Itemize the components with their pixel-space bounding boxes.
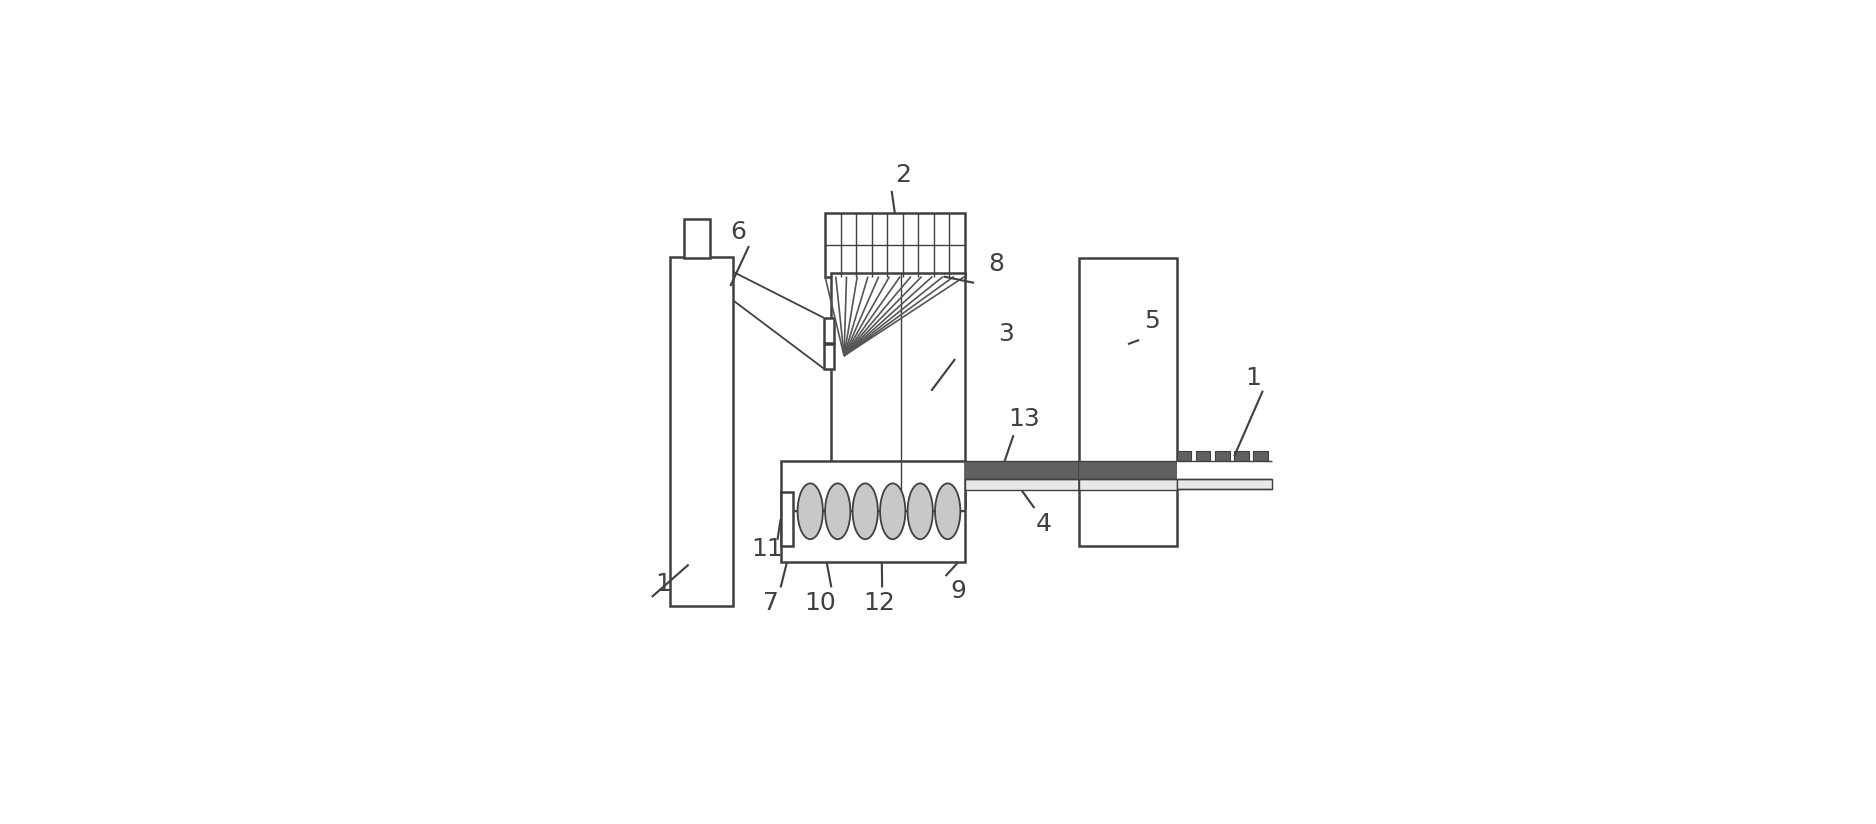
Bar [780,461,964,562]
Ellipse shape [797,484,824,539]
Bar [825,213,964,277]
Bar [1253,452,1268,466]
Bar [685,219,709,258]
Bar [964,479,1079,490]
Bar [824,344,835,368]
Text: 13: 13 [1007,407,1039,431]
Bar [1079,461,1176,479]
Text: 3: 3 [998,321,1013,345]
Bar [1197,452,1210,466]
Ellipse shape [880,484,906,539]
Text: 1: 1 [655,572,672,597]
Text: 4: 4 [1036,512,1052,536]
Bar [670,258,734,606]
Text: 8: 8 [989,252,1004,276]
Bar [1079,479,1176,490]
Text: 5: 5 [1144,309,1159,333]
Ellipse shape [852,484,878,539]
Bar [964,461,1079,479]
Text: 2: 2 [895,163,912,187]
Text: 1: 1 [1246,366,1261,390]
Text: 12: 12 [863,592,895,616]
Text: 11: 11 [750,537,782,561]
Text: 7: 7 [764,592,779,616]
Text: 6: 6 [730,220,747,244]
Bar [824,318,835,343]
Ellipse shape [825,484,850,539]
Bar [831,274,964,508]
Bar [1176,452,1191,466]
Bar [1079,258,1176,546]
Bar [1216,452,1229,466]
Text: 10: 10 [805,592,837,616]
Bar [1176,461,1272,489]
Text: 9: 9 [951,578,966,602]
Bar [780,492,794,546]
Bar [1234,452,1249,466]
Ellipse shape [934,484,961,539]
Ellipse shape [908,484,932,539]
Bar [1176,479,1272,489]
